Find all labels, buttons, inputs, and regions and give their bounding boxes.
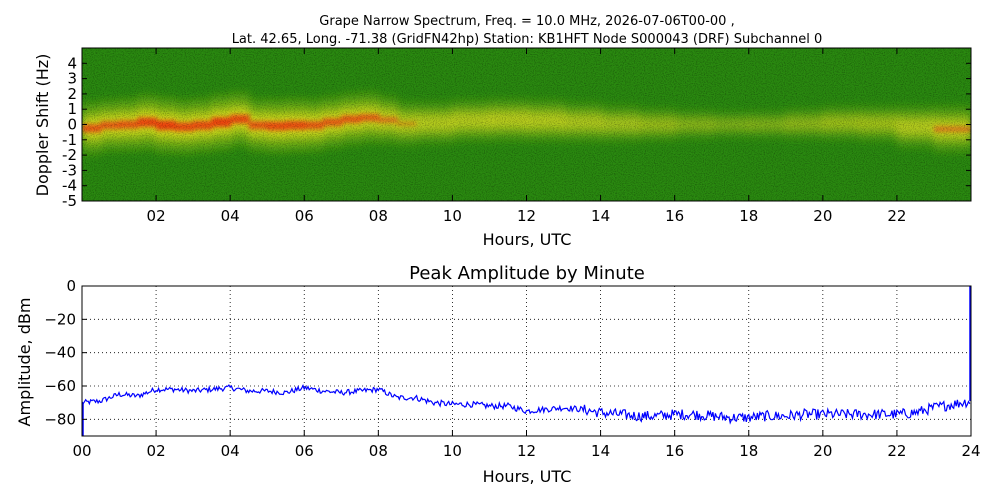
- spectrum-title: Grape Narrow Spectrum, Freq. = 10.0 MHz,…: [319, 14, 734, 29]
- spectrum-x-tick-label: 22: [887, 207, 906, 225]
- amplitude-y-tick-label: 0: [66, 277, 76, 295]
- amplitude-x-tick-label: 14: [591, 442, 610, 460]
- spectrum-x-tick-label: 20: [813, 207, 832, 225]
- amplitude-x-tick-label: 10: [443, 442, 462, 460]
- spectrum-y-tick-label: -1: [62, 131, 77, 149]
- spectrum-y-tick-label: 3: [67, 70, 77, 88]
- amplitude-x-tick-label: 20: [813, 442, 832, 460]
- amplitude-x-tick-label: 08: [369, 442, 388, 460]
- amplitude-x-label: Hours, UTC: [483, 467, 572, 486]
- spectrum-x-tick-label: 10: [443, 207, 462, 225]
- amplitude-series-group: [81, 286, 971, 436]
- spectrum-x-tick-label: 06: [295, 207, 314, 225]
- spectrum-y-tick-label: -4: [62, 177, 77, 195]
- amplitude-x-tick-label: 00: [72, 442, 91, 460]
- amplitude-series-line: [81, 383, 971, 425]
- spectrum-y-tick-label: 1: [67, 100, 77, 118]
- spectrum-x-tick-label: 02: [147, 207, 166, 225]
- spectrum-x-ticks: 02 04 06 08 10 12 14 16 18 20 22: [147, 48, 906, 225]
- amplitude-x-tick-label: 24: [961, 442, 980, 460]
- spectrum-x-tick-label: 16: [665, 207, 684, 225]
- spectrum-y-tick-label: -5: [62, 192, 77, 210]
- amplitude-x-tick-label: 02: [147, 442, 166, 460]
- spectrum-y-tick-label: 0: [67, 116, 77, 134]
- amplitude-y-tick-label: −40: [44, 344, 76, 362]
- amplitude-x-tick-label: 06: [295, 442, 314, 460]
- amplitude-x-tick-label: 18: [739, 442, 758, 460]
- spectrum-y-label: Doppler Shift (Hz): [33, 54, 52, 197]
- spectrum-subtitle: Lat. 42.65, Long. -71.38 (GridFN42hp) St…: [232, 32, 823, 47]
- amplitude-y-ticks: 0 −20 −40 −60 −80: [44, 277, 87, 428]
- amplitude-x-tick-label: 22: [887, 442, 906, 460]
- amplitude-y-tick-label: −20: [44, 310, 76, 328]
- spectrum-x-tick-label: 14: [591, 207, 610, 225]
- spectrum-x-tick-label: 18: [739, 207, 758, 225]
- spectrogram-noise: [82, 48, 971, 201]
- spectrum-y-tick-label: 2: [67, 85, 77, 103]
- amplitude-x-tick-label: 12: [517, 442, 536, 460]
- amplitude-x-tick-label: 16: [665, 442, 684, 460]
- spectrum-x-tick-label: 04: [221, 207, 240, 225]
- amplitude-y-label: Amplitude, dBm: [15, 298, 34, 427]
- amplitude-x-ticks: 00 02 04 06 08 10 12 14 16 18 20 22 24: [72, 430, 981, 460]
- spectrum-x-label: Hours, UTC: [483, 230, 572, 249]
- amplitude-title: Peak Amplitude by Minute: [409, 263, 645, 284]
- spectrogram-area: [82, 48, 971, 201]
- spectrum-x-tick-label: 12: [517, 207, 536, 225]
- spectrum-y-tick-label: -3: [62, 161, 77, 179]
- spectrum-y-tick-label: 4: [67, 54, 77, 72]
- spectrum-y-tick-label: -2: [62, 146, 77, 164]
- amplitude-x-tick-label: 04: [221, 442, 240, 460]
- amplitude-y-tick-label: −60: [44, 377, 76, 395]
- spectrum-x-tick-label: 08: [369, 207, 388, 225]
- amplitude-y-tick-label: −80: [44, 410, 76, 428]
